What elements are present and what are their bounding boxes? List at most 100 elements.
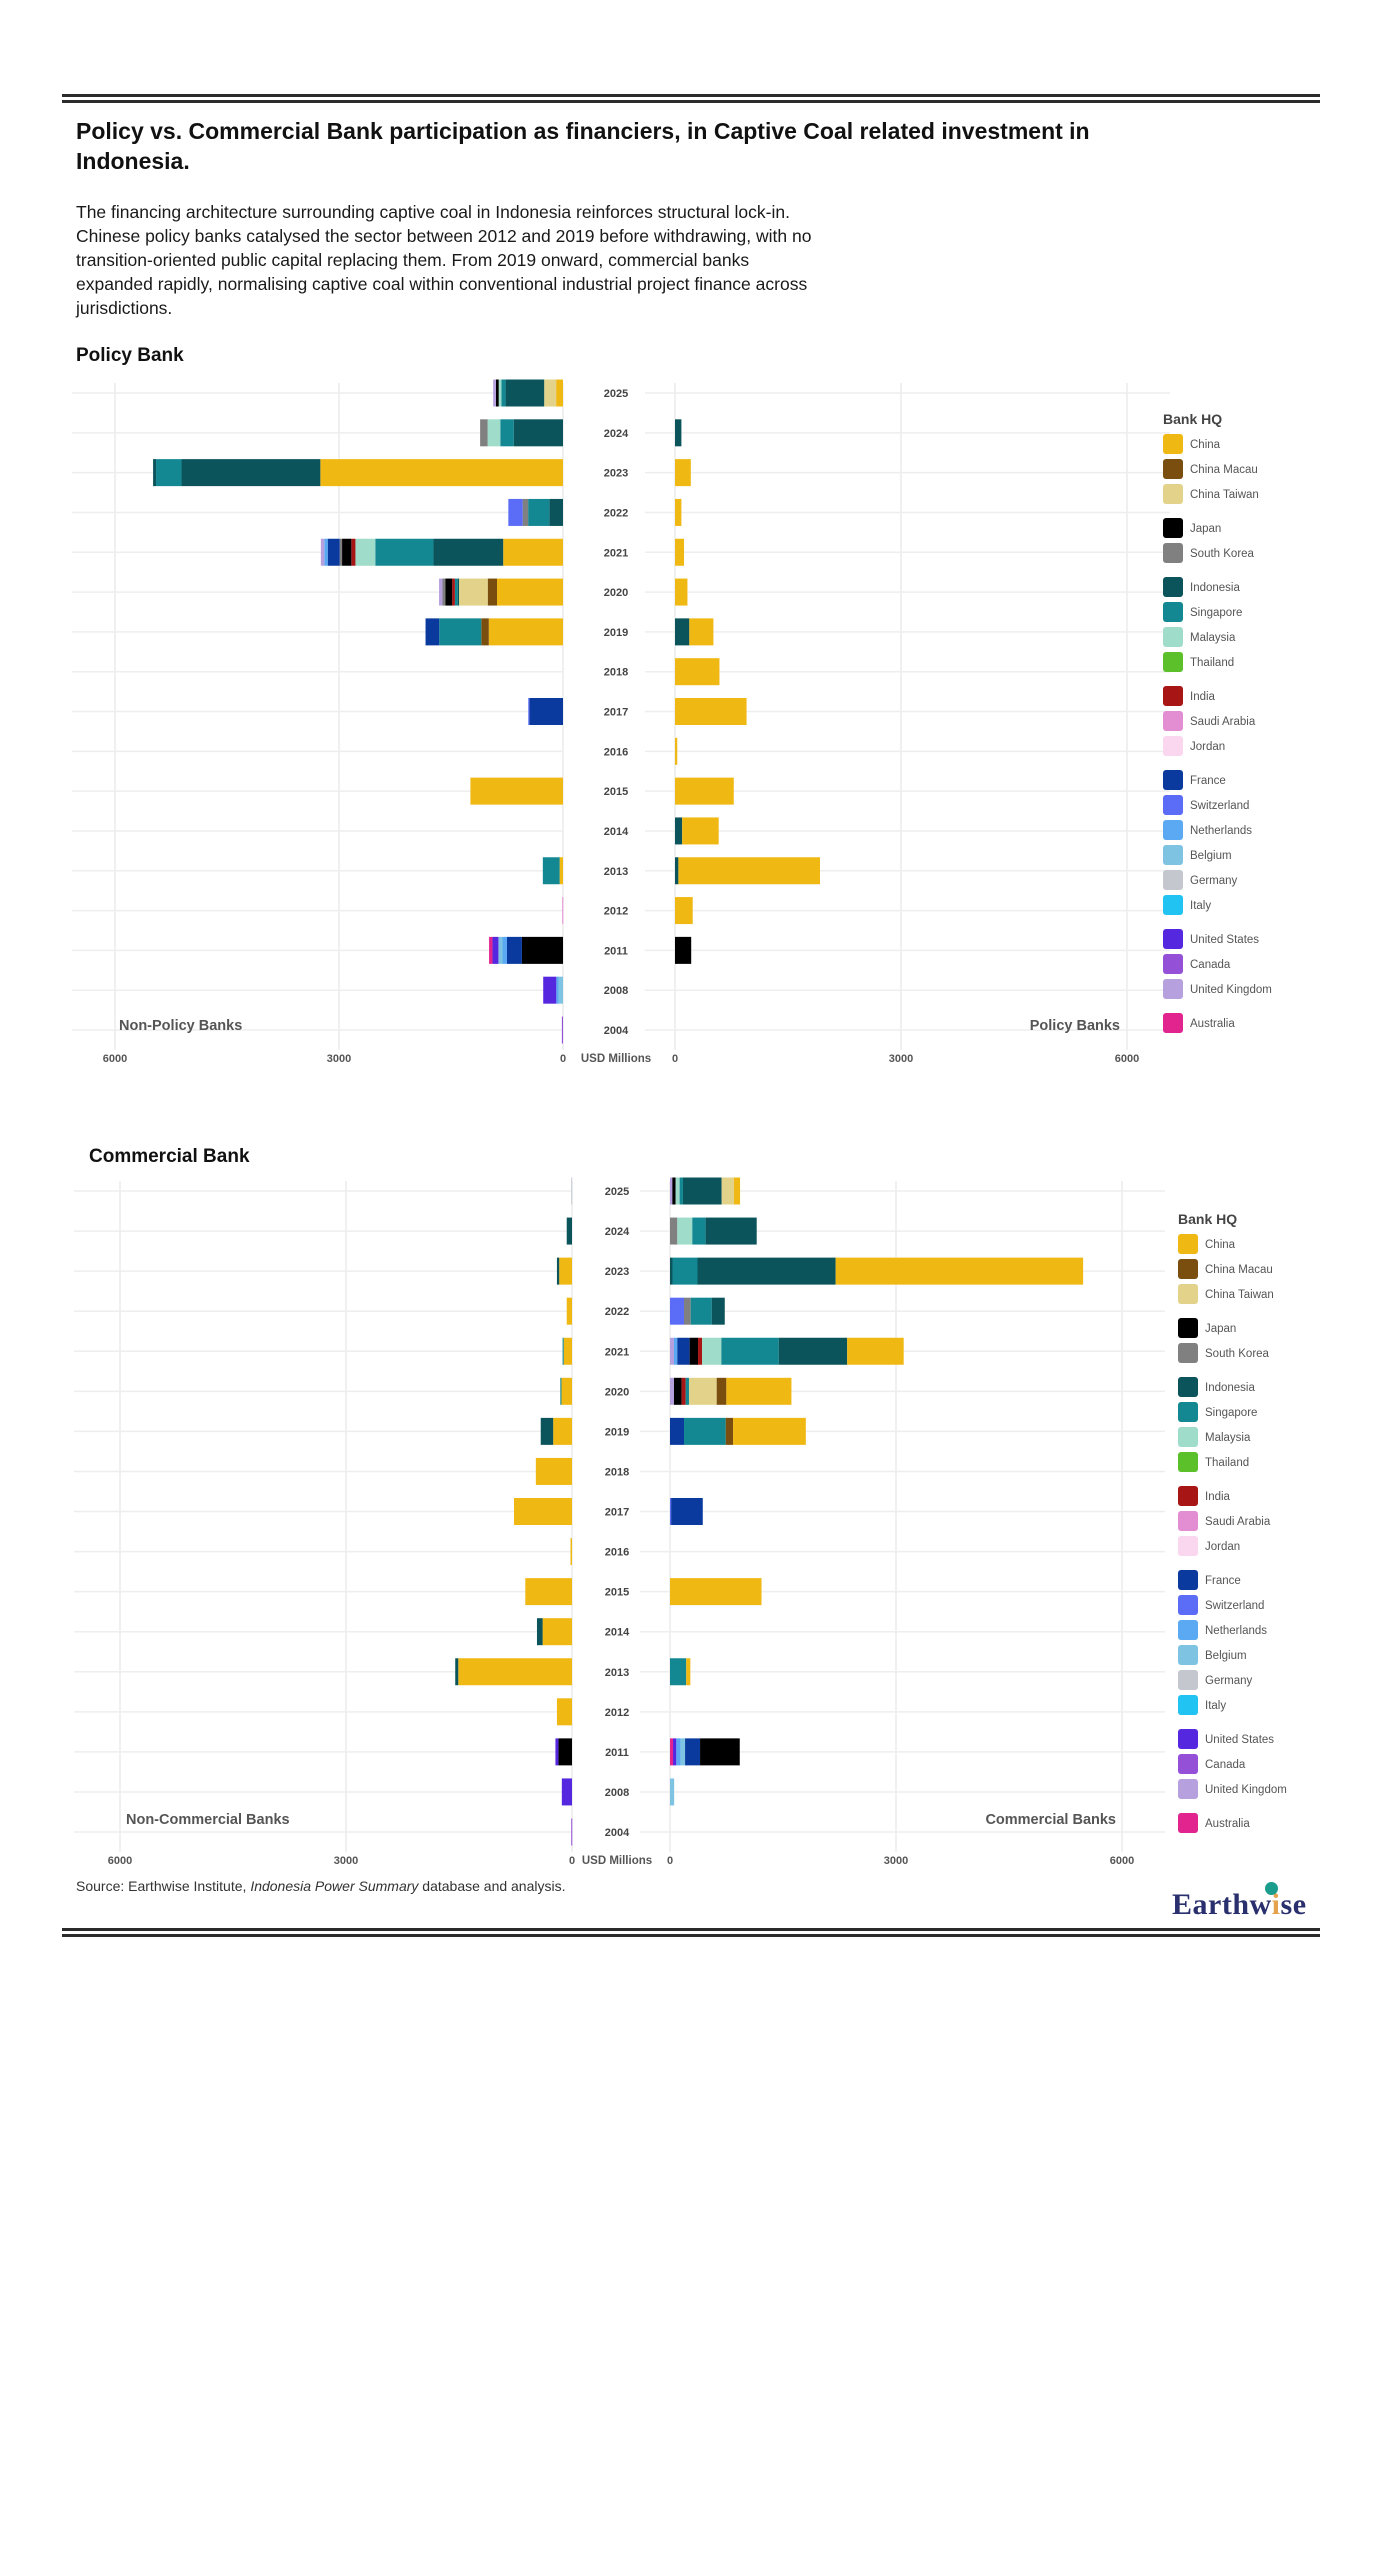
legend-label: Singapore bbox=[1190, 607, 1242, 619]
x-axis-label: USD Millions bbox=[582, 1855, 652, 1867]
bar-segment-right-2015-china bbox=[670, 1578, 762, 1606]
bar-segment-right-2021-netherlands bbox=[673, 1337, 678, 1365]
bar-segment-left-2021-france bbox=[327, 538, 340, 566]
bar-segment-left-2024-south-korea bbox=[480, 419, 488, 447]
x-tick-label-right: 0 bbox=[667, 1855, 673, 1867]
x-tick-label-right: 0 bbox=[672, 1053, 678, 1065]
bar-segment-left-2016-china bbox=[570, 1538, 572, 1566]
bar-segment-right-2011-united-states bbox=[673, 1738, 677, 1766]
legend-swatch bbox=[1163, 770, 1183, 790]
legend-label: Australia bbox=[1205, 1818, 1250, 1830]
legend-swatch bbox=[1178, 1234, 1198, 1254]
legend-label: Belgium bbox=[1190, 850, 1232, 862]
legend-label: Indonesia bbox=[1205, 1382, 1255, 1394]
legend-swatch bbox=[1163, 1013, 1183, 1033]
legend-swatch bbox=[1163, 459, 1183, 479]
bar-segment-left-2020-singapore bbox=[454, 578, 458, 606]
year-tick-label: 2018 bbox=[605, 1466, 629, 1478]
bar-segment-left-2022-south-korea bbox=[522, 498, 529, 526]
legend-item-thailand: Thailand bbox=[1163, 652, 1234, 672]
year-tick-label: 2017 bbox=[605, 1507, 629, 1519]
legend-label: Australia bbox=[1190, 1018, 1235, 1030]
bar-segment-left-2025-japan bbox=[495, 379, 499, 407]
bar-segment-right-2013-indonesia bbox=[675, 857, 679, 885]
year-tick-label: 2012 bbox=[604, 906, 628, 918]
bar-segment-left-2019-china-macau bbox=[481, 618, 489, 646]
year-tick-label: 2020 bbox=[604, 587, 628, 599]
year-tick-label: 2025 bbox=[605, 1186, 629, 1198]
right-side-label: Policy Banks bbox=[1030, 1018, 1120, 1034]
year-tick-label: 2018 bbox=[604, 667, 628, 679]
legend-title: Bank HQ bbox=[1163, 411, 1222, 427]
legend-swatch bbox=[1178, 1570, 1198, 1590]
x-tick-label-left: 6000 bbox=[108, 1855, 132, 1867]
legend-swatch bbox=[1163, 954, 1183, 974]
bar-segment-left-2008-united-states bbox=[561, 1778, 572, 1806]
legend-item-saudi-arabia: Saudi Arabia bbox=[1163, 711, 1256, 731]
x-tick-label-left: 6000 bbox=[103, 1053, 127, 1065]
legend-label: Netherlands bbox=[1205, 1625, 1267, 1637]
bar-segment-right-2024-indonesia bbox=[705, 1217, 757, 1245]
legend-item-australia: Australia bbox=[1178, 1813, 1250, 1833]
bar-segment-left-2023-china bbox=[559, 1257, 572, 1285]
legend-item-japan: Japan bbox=[1178, 1318, 1236, 1338]
legend-swatch bbox=[1163, 434, 1183, 454]
bar-segment-left-2023-indonesia bbox=[181, 459, 321, 487]
bar-segment-right-2011-france bbox=[685, 1738, 701, 1766]
legend-swatch bbox=[1178, 1645, 1198, 1665]
legend-label: United States bbox=[1190, 934, 1259, 946]
legend-swatch bbox=[1178, 1813, 1198, 1833]
legend-item-united-kingdom: United Kingdom bbox=[1163, 979, 1272, 999]
bar-segment-right-2019-china bbox=[733, 1417, 806, 1445]
bar-segment-right-2011-japan bbox=[700, 1738, 740, 1766]
bar-segment-left-2023-china bbox=[320, 459, 563, 487]
bar-segment-left-2020-china-taiwan bbox=[458, 578, 488, 606]
bar-segment-left-2023-singapore bbox=[156, 459, 182, 487]
legend-label: Jordan bbox=[1190, 741, 1225, 753]
bar-segment-left-2021-china bbox=[563, 1337, 572, 1365]
x-tick-label-left: 0 bbox=[569, 1855, 575, 1867]
legend-item-south-korea: South Korea bbox=[1163, 543, 1255, 563]
bar-segment-left-2004-canada bbox=[561, 1016, 563, 1044]
legend-item-jordan: Jordan bbox=[1163, 736, 1225, 756]
bar-segment-right-2025-malaysia bbox=[675, 1177, 680, 1205]
legend-swatch bbox=[1178, 1402, 1198, 1422]
year-tick-label: 2017 bbox=[604, 707, 628, 719]
legend-item-italy: Italy bbox=[1178, 1695, 1226, 1715]
bar-segment-right-2024-malaysia bbox=[677, 1217, 693, 1245]
bar-segment-left-2025-malaysia bbox=[498, 379, 502, 407]
year-tick-label: 2011 bbox=[605, 1747, 629, 1759]
year-tick-label: 2008 bbox=[605, 1787, 629, 1799]
bar-segment-left-2017-switzerland bbox=[528, 698, 530, 725]
legend-label: Thailand bbox=[1190, 657, 1234, 669]
bar-segment-left-2014-china bbox=[542, 1618, 572, 1646]
legend-label: China Macau bbox=[1190, 464, 1258, 476]
legend-item-china-macau: China Macau bbox=[1163, 459, 1258, 479]
legend-swatch bbox=[1178, 1620, 1198, 1640]
bar-segment-left-2025-china-taiwan bbox=[544, 379, 557, 407]
legend-title: Bank HQ bbox=[1178, 1211, 1237, 1227]
year-tick-label: 2008 bbox=[604, 985, 628, 997]
legend-item-china-taiwan: China Taiwan bbox=[1163, 484, 1259, 504]
legend: Bank HQ China China Macau China Taiwan Japan… bbox=[1178, 1211, 1287, 1833]
legend-item-jordan: Jordan bbox=[1178, 1536, 1240, 1556]
bottom-divider bbox=[62, 1928, 1320, 1937]
legend-item-china-macau: China Macau bbox=[1178, 1259, 1273, 1279]
right-side-label: Commercial Banks bbox=[985, 1812, 1116, 1828]
legend-swatch bbox=[1163, 686, 1183, 706]
bar-segment-left-2011-japan bbox=[558, 1738, 572, 1766]
bar-segment-right-2022-switzerland bbox=[670, 1297, 685, 1325]
logo-text-part: Earthw bbox=[1172, 1888, 1272, 1921]
bar-segment-right-2021-malaysia bbox=[702, 1337, 722, 1365]
bar-segment-right-2019-indonesia bbox=[675, 618, 690, 646]
bar-segment-left-2020-south-korea bbox=[442, 578, 446, 606]
bar-segment-left-2011-united-states bbox=[555, 1738, 559, 1766]
bar-segment-right-2017-china bbox=[675, 698, 747, 725]
legend-item-france: France bbox=[1178, 1570, 1241, 1590]
bar-segment-left-2025-indonesia bbox=[505, 379, 545, 407]
legend-swatch bbox=[1178, 1670, 1198, 1690]
bar-segment-left-2023-indonesia bbox=[153, 459, 157, 487]
legend-label: United Kingdom bbox=[1205, 1784, 1287, 1796]
legend-swatch bbox=[1163, 518, 1183, 538]
legend-swatch bbox=[1178, 1377, 1198, 1397]
